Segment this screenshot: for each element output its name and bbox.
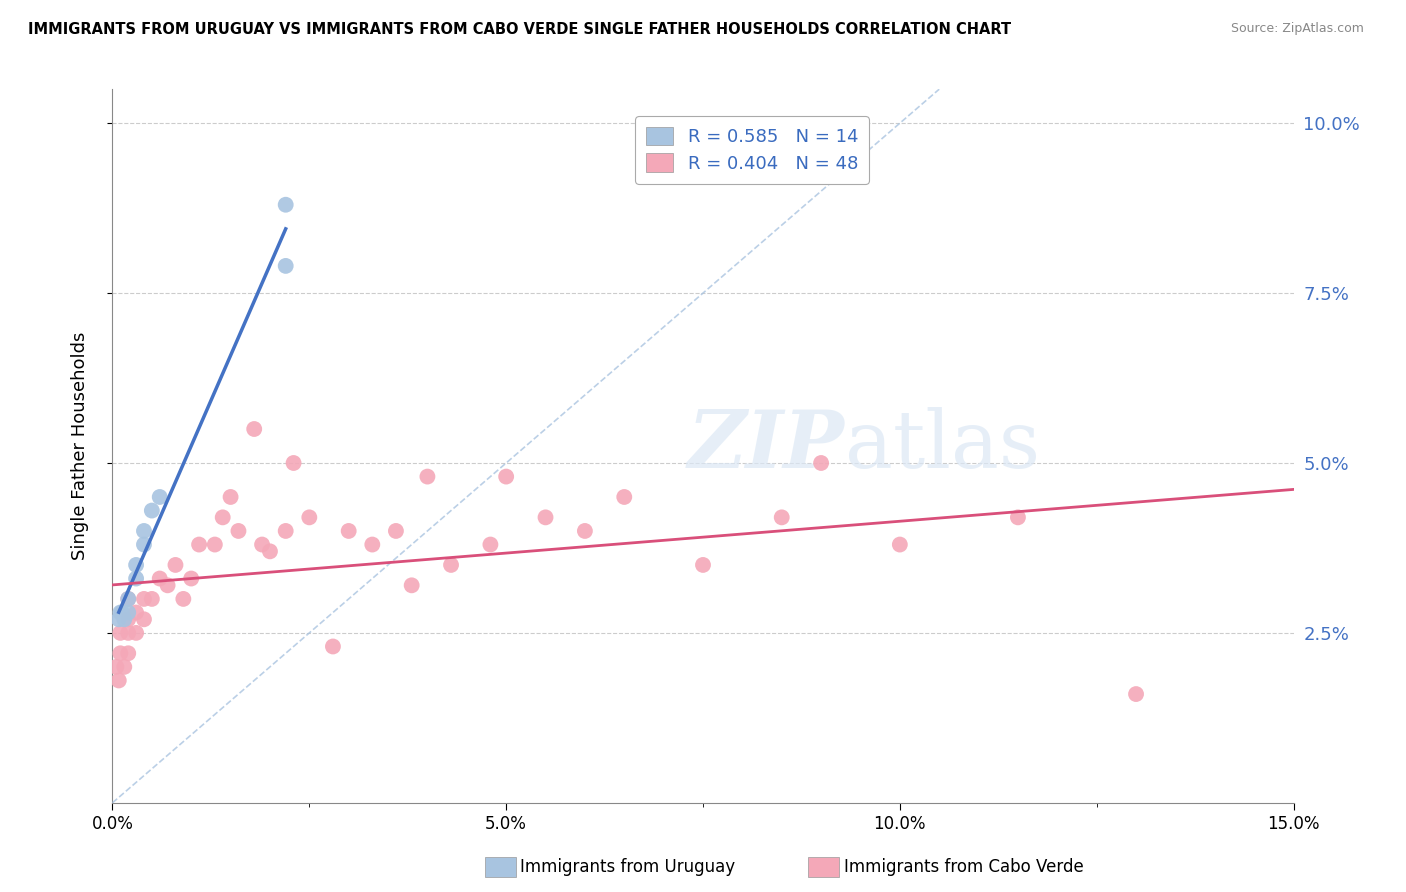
Point	[298, 510, 321, 524]
Point	[204, 537, 226, 551]
Point	[125, 606, 148, 620]
Point	[243, 422, 266, 436]
Text: atlas: atlas	[845, 407, 1040, 485]
Point	[117, 612, 139, 626]
Point	[117, 591, 139, 606]
Point	[274, 259, 297, 273]
Point	[149, 490, 172, 504]
Point	[172, 591, 194, 606]
FancyBboxPatch shape	[808, 857, 839, 877]
Point	[105, 660, 128, 674]
Point	[149, 572, 172, 586]
Point	[385, 524, 408, 538]
Point	[692, 558, 714, 572]
Point	[361, 537, 384, 551]
Point	[810, 456, 832, 470]
Text: Immigrants from Uruguay: Immigrants from Uruguay	[520, 858, 735, 876]
Point	[107, 673, 129, 688]
Point	[401, 578, 423, 592]
Point	[110, 646, 132, 660]
Point	[112, 612, 135, 626]
Text: Source: ZipAtlas.com: Source: ZipAtlas.com	[1230, 22, 1364, 36]
Point	[889, 537, 911, 551]
Point	[180, 572, 202, 586]
Point	[228, 524, 250, 538]
Text: ZIP: ZIP	[688, 408, 845, 484]
Point	[132, 537, 155, 551]
Point	[250, 537, 273, 551]
Point	[132, 612, 155, 626]
Point	[211, 510, 233, 524]
Point	[165, 558, 187, 572]
Point	[125, 572, 148, 586]
Point	[132, 591, 155, 606]
Point	[574, 524, 596, 538]
Point	[283, 456, 305, 470]
FancyBboxPatch shape	[485, 857, 516, 877]
Point	[117, 626, 139, 640]
Legend: R = 0.585   N = 14, R = 0.404   N = 48: R = 0.585 N = 14, R = 0.404 N = 48	[636, 116, 869, 184]
Point	[416, 469, 439, 483]
Point	[141, 503, 163, 517]
Point	[125, 558, 148, 572]
Point	[112, 660, 135, 674]
Point	[259, 544, 281, 558]
Point	[117, 606, 139, 620]
Point	[1007, 510, 1029, 524]
Point	[1125, 687, 1147, 701]
Point	[479, 537, 502, 551]
Point	[107, 612, 129, 626]
Point	[495, 469, 517, 483]
Point	[274, 198, 297, 212]
Point	[111, 606, 134, 620]
Point	[117, 646, 139, 660]
Text: IMMIGRANTS FROM URUGUAY VS IMMIGRANTS FROM CABO VERDE SINGLE FATHER HOUSEHOLDS C: IMMIGRANTS FROM URUGUAY VS IMMIGRANTS FR…	[28, 22, 1011, 37]
Point	[322, 640, 344, 654]
Point	[156, 578, 179, 592]
Point	[274, 524, 297, 538]
Point	[440, 558, 463, 572]
Point	[117, 591, 139, 606]
Point	[613, 490, 636, 504]
Point	[110, 626, 132, 640]
Text: Immigrants from Cabo Verde: Immigrants from Cabo Verde	[844, 858, 1084, 876]
Point	[110, 606, 132, 620]
Y-axis label: Single Father Households: Single Father Households	[70, 332, 89, 560]
Point	[337, 524, 360, 538]
Point	[125, 626, 148, 640]
Point	[188, 537, 211, 551]
Point	[534, 510, 557, 524]
Point	[132, 524, 155, 538]
Point	[770, 510, 793, 524]
Point	[219, 490, 242, 504]
Point	[141, 591, 163, 606]
